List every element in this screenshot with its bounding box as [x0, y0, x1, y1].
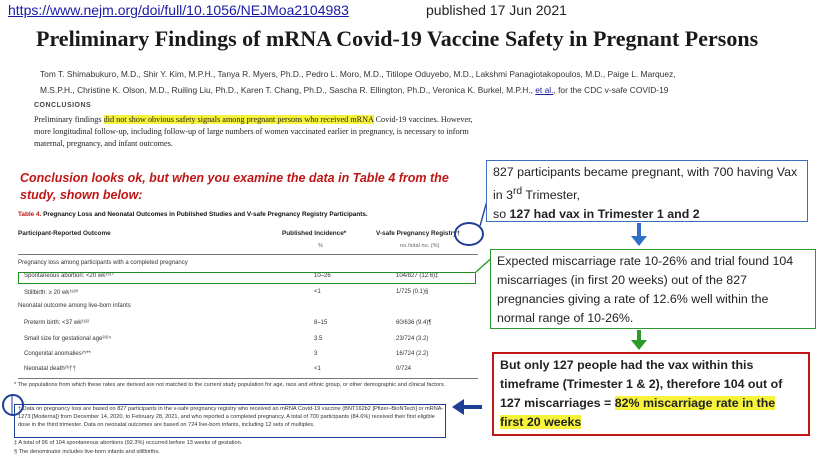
row-incidence: 10–26: [314, 273, 331, 279]
article-title: Preliminary Findings of mRNA Covid-19 Va…: [36, 26, 759, 51]
row-label: Preterm birth: <37 wk²¹²²: [24, 320, 90, 326]
row-incidence: 3.5: [314, 336, 323, 342]
footnote-section: § The denominator includes live-born inf…: [14, 449, 160, 455]
col-sub-incidence: %: [318, 243, 323, 249]
note3-text: But only 127 people had the vax within t…: [500, 358, 783, 410]
row-vsafe: 1/725 (0.1)§: [396, 289, 429, 295]
row-incidence: 3: [314, 351, 318, 357]
col-header-incidence: Published Incidence*: [282, 230, 347, 237]
table-group-row: Pregnancy loss among participants with a…: [18, 259, 478, 271]
table-row: Spontaneous abortion: <20 wk¹⁵¹⁷ 10–26 1…: [18, 272, 478, 284]
circle-marker: [454, 222, 484, 246]
circle-marker: [2, 394, 24, 416]
row-incidence: <1: [314, 366, 321, 372]
arrow-down-icon: [631, 223, 647, 246]
table-row: Neonatal death²⁶†† <1 0/724: [18, 365, 478, 377]
row-vsafe: 23/724 (3.2): [396, 336, 429, 342]
authors-line-1: Tom T. Shimabukuro, M.D., Shir Y. Kim, M…: [40, 69, 676, 79]
article-url[interactable]: https://www.nejm.org/doi/full/10.1056/NE…: [8, 2, 349, 18]
authors-line-2: M.S.P.H., Christine K. Olson, M.D., Ruil…: [40, 82, 800, 98]
row-label: Neonatal death²⁶††: [24, 366, 76, 372]
note1-text-c: so: [493, 207, 510, 222]
table-row: Preterm birth: <37 wk²¹²² 8–15 60/636 (9…: [18, 319, 478, 331]
table-rule: [18, 254, 478, 255]
et-al-link[interactable]: et al.: [535, 85, 554, 95]
row-incidence: 8–15: [314, 320, 328, 326]
note1-text-a: 827 participants became pregnant, with 7…: [493, 165, 798, 203]
row-vsafe: 0/724: [396, 366, 412, 372]
conclusions-heading: CONCLUSIONS: [34, 102, 92, 109]
green-highlight-box: [18, 272, 476, 284]
table-row: Congenital anomalies²⁵** 3 16/724 (2.2): [18, 350, 478, 362]
footnote-star: * The populations from which these rates…: [14, 382, 446, 388]
table-title: Table 4. Pregnancy Loss and Neonatal Out…: [18, 211, 368, 218]
blue-highlight-box: [14, 404, 446, 438]
row-label: Small size for gestational age²³²⁴: [24, 336, 111, 342]
note1-sup: rd: [512, 186, 523, 197]
row-incidence: <1: [314, 289, 321, 295]
row-label: Congenital anomalies²⁵**: [24, 351, 91, 357]
col-header-outcome: Participant-Reported Outcome: [18, 230, 111, 237]
footnote-dagger: † Data on pregnancy loss are based on 82…: [18, 406, 444, 428]
note1-text-b: Trimester,: [522, 188, 581, 203]
authors-line-2b: , for the CDC v-safe COVID-19: [553, 85, 669, 95]
table-caption: Pregnancy Loss and Neonatal Outcomes in …: [41, 211, 368, 218]
red-annotation: Conclusion looks ok, but when you examin…: [20, 171, 449, 202]
conclusion-part-a: Preliminary findings: [34, 115, 104, 124]
table-row: Small size for gestational age²³²⁴ 3.5 2…: [18, 335, 478, 347]
group-label: Pregnancy loss among participants with a…: [18, 260, 188, 266]
table-group-row: Neonatal outcome among live-born infants: [18, 302, 478, 314]
note-expected-rate: Expected miscarriage rate 10-26% and tri…: [490, 249, 816, 329]
col-header-vsafe: V-safe Pregnancy Registry†: [376, 230, 461, 237]
row-vsafe: 16/724 (2.2): [396, 351, 429, 357]
row-vsafe: 104/827 (12.6)‡: [396, 273, 439, 279]
note-participants: 827 participants became pregnant, with 7…: [486, 160, 808, 222]
note1-bold: 127 had vax in Trimester 1 and 2: [509, 207, 700, 222]
author-list: Tom T. Shimabukuro, M.D., Shir Y. Kim, M…: [40, 66, 800, 98]
arrow-left-icon: [452, 399, 482, 415]
col-sub-vsafe: no./total no. (%): [400, 243, 440, 249]
table-rule: [18, 378, 478, 379]
footnote-ddagger: ‡ A total of 96 of 104 spontaneous abort…: [14, 440, 243, 446]
row-label: Stillbirth: ≥ 20 wk¹⁸²⁰: [24, 290, 79, 296]
arrow-down-icon: [631, 330, 647, 350]
row-label: Spontaneous abortion: <20 wk¹⁵¹⁷: [24, 273, 114, 279]
note-conclusion: But only 127 people had the vax within t…: [492, 352, 810, 436]
conclusion-highlight: did not show obvious safety signals amon…: [103, 115, 374, 124]
table-row: Stillbirth: ≥ 20 wk¹⁸²⁰ <1 1/725 (0.1)§: [18, 288, 478, 300]
conclusions-paragraph: Preliminary findings did not show obviou…: [34, 114, 474, 150]
table-number: Table 4.: [18, 211, 42, 218]
row-vsafe: 60/636 (9.4)¶: [396, 320, 432, 326]
conclusion-part-b: Covid-19 vaccines. However, more longitu…: [34, 115, 473, 148]
group-label: Neonatal outcome among live-born infants: [18, 303, 131, 309]
published-date: published 17 Jun 2021: [426, 2, 567, 18]
authors-line-2a: M.S.P.H., Christine K. Olson, M.D., Ruil…: [40, 85, 536, 95]
